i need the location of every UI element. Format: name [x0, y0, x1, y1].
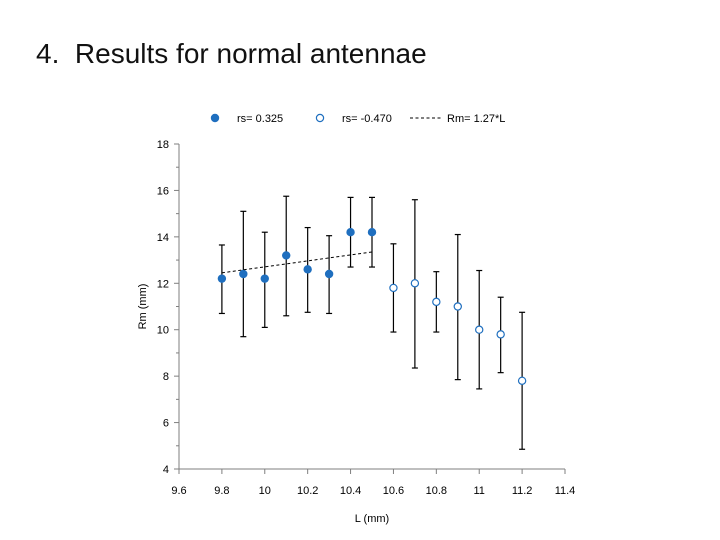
data-point-open	[496, 330, 505, 339]
y-tick-label: 16	[157, 185, 169, 197]
x-tick-label: 9.6	[171, 485, 186, 497]
legend-label: rs= -0.470	[342, 113, 392, 125]
data-point-filled	[260, 274, 269, 283]
slide-title: 4. Results for normal antennae	[36, 38, 427, 69]
data-point-filled	[217, 274, 227, 283]
legend-swatch-open	[315, 113, 325, 123]
data-point-filled	[367, 228, 377, 237]
data-point-filled	[324, 269, 334, 279]
y-tick-label: 8	[163, 371, 169, 383]
x-tick-label: 10.6	[383, 485, 404, 497]
x-tick-label: 10.8	[426, 485, 447, 497]
x-tick-label: 11.2	[512, 485, 533, 497]
legend-swatch-filled	[210, 113, 220, 123]
data-point-open	[475, 325, 484, 334]
y-tick-label: 4	[163, 464, 169, 476]
y-tick-label: 10	[157, 325, 169, 337]
data-point-filled	[303, 265, 312, 274]
y-tick-label: 6	[163, 418, 169, 430]
data-point-open	[517, 376, 527, 385]
x-tick-label: 11.4	[555, 485, 576, 497]
x-tick-label: 10.4	[340, 485, 361, 497]
data-point-open	[410, 279, 420, 288]
data-point-open	[389, 283, 398, 293]
x-tick-label: 11	[474, 485, 485, 497]
legend-label: Rm= 1.27*L	[447, 113, 505, 125]
trend-line	[221, 251, 373, 274]
x-axis-title: L (mm)	[355, 513, 389, 525]
data-point-filled	[239, 269, 248, 279]
x-tick-label: 10	[259, 485, 271, 497]
y-tick-label: 18	[157, 139, 169, 151]
y-tick-label: 14	[157, 232, 169, 244]
data-point-filled	[346, 228, 355, 237]
data-point-open	[453, 302, 462, 311]
data-point-open	[432, 297, 441, 307]
x-tick-label: 10.2	[297, 485, 318, 497]
x-tick-label: 9.8	[214, 485, 229, 497]
y-axis-title: Rm (mm)	[137, 284, 149, 330]
y-tick-label: 12	[157, 278, 169, 290]
legend-label: rs= 0.325	[237, 113, 283, 125]
data-point-filled	[282, 251, 291, 260]
